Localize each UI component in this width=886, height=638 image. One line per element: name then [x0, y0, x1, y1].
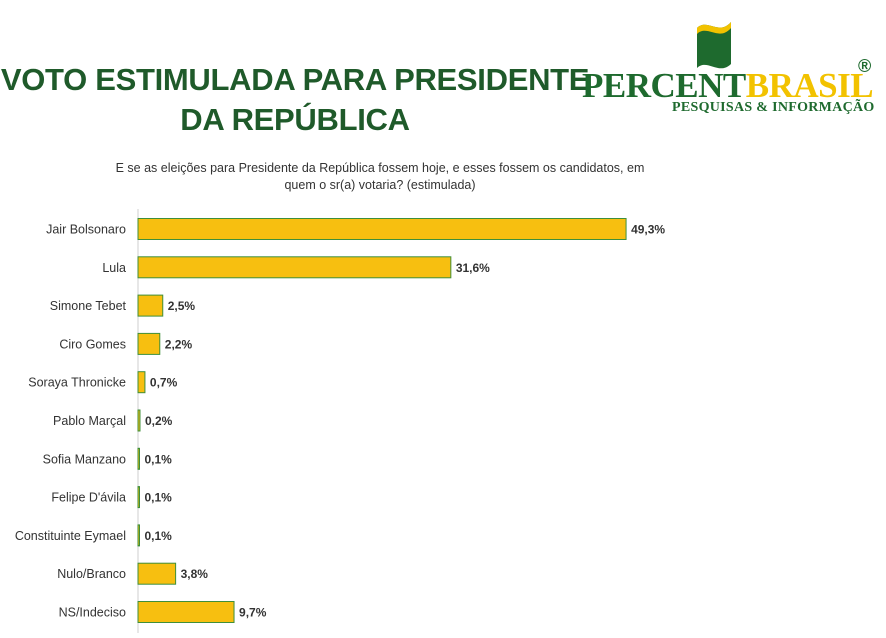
- registered-mark: ®: [858, 56, 872, 76]
- data-label: 0,2%: [145, 414, 173, 428]
- data-label: 2,5%: [168, 299, 196, 313]
- bar: [137, 524, 140, 547]
- bar: [137, 218, 627, 240]
- bar: [137, 409, 141, 432]
- data-label: 49,3%: [631, 223, 665, 237]
- data-label: 0,1%: [145, 452, 173, 466]
- bar: [137, 371, 146, 394]
- category-label: Soraya Thronicke: [28, 376, 126, 390]
- logo-tagline: PESQUISAS & INFORMAÇÃO: [672, 100, 875, 115]
- category-label: Constituinte Eymael: [15, 529, 126, 543]
- data-label: 3,8%: [181, 567, 209, 581]
- question-line-1: E se as eleições para Presidente da Repú…: [115, 161, 645, 175]
- category-label: Felipe D'ávila: [51, 491, 126, 505]
- category-label: Pablo Marçal: [53, 414, 126, 428]
- bar: [137, 601, 235, 623]
- data-label: 2,2%: [165, 337, 193, 351]
- logo-word-percent: PERCENT: [582, 66, 746, 105]
- title-line-1: VOTO ESTIMULADA PARA PRESIDENTE: [0, 62, 590, 97]
- category-label: Simone Tebet: [50, 299, 127, 313]
- category-label: Nulo/Branco: [57, 567, 126, 581]
- data-label: 0,7%: [150, 376, 178, 390]
- data-label: 31,6%: [456, 261, 490, 275]
- survey-question: E se as eleições para Presidente da Repú…: [90, 160, 670, 194]
- bar: [137, 486, 140, 509]
- flag-icon: [697, 22, 731, 69]
- data-label: 0,1%: [145, 529, 173, 543]
- chart-title: VOTO ESTIMULADA PARA PRESIDENTE DA REPÚB…: [0, 60, 590, 140]
- bar: [137, 294, 164, 317]
- data-label: 9,7%: [239, 606, 267, 620]
- category-label: Ciro Gomes: [59, 337, 126, 351]
- bar-chart: Jair Bolsonaro 49,3% Lula 31,6% Simone Tebet…: [15, 209, 665, 633]
- bar: [137, 332, 161, 355]
- logo-word-brasil: BRASIL: [745, 66, 874, 105]
- question-line-2: quem o sr(a) votaria? (estimulada): [284, 178, 476, 192]
- category-label: Jair Bolsonaro: [46, 223, 126, 237]
- category-label: Lula: [102, 261, 126, 275]
- bar: [137, 256, 452, 279]
- category-label: NS/Indeciso: [59, 606, 126, 620]
- percentbrasil-logo: PERCENTBRASIL ® PESQUISAS & INFORMAÇÃO: [582, 10, 882, 120]
- category-label: Sofia Manzano: [43, 452, 126, 466]
- bar: [137, 447, 140, 470]
- bar: [137, 562, 177, 585]
- logo-wordmark: PERCENTBRASIL: [582, 66, 874, 105]
- title-line-2: DA REPÚBLICA: [180, 102, 410, 137]
- data-label: 0,1%: [145, 491, 173, 505]
